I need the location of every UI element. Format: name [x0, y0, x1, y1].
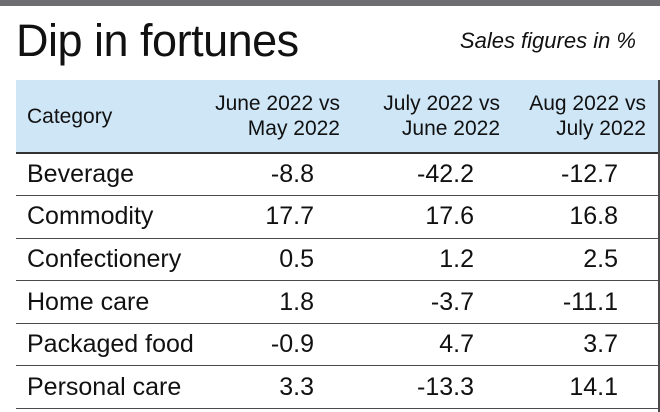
header-aug-line2: July 2022: [556, 117, 646, 140]
row-label: Commodity: [27, 202, 154, 231]
table-row-packaged-food: Packaged food -0.9 4.7 3.7: [16, 323, 660, 366]
table-row-personal-care: Personal care 3.3 -13.3 14.1: [16, 366, 660, 409]
header-category: Category: [27, 104, 113, 128]
cell-value: 2.5: [583, 244, 618, 273]
cell-value: -12.7: [561, 160, 618, 189]
cell-value: -8.8: [270, 160, 314, 189]
cell-value: -11.1: [562, 287, 618, 316]
cell-value: 4.7: [439, 330, 474, 359]
cell-value: 14.1: [569, 372, 618, 401]
cell-value: -0.9: [270, 330, 314, 359]
row-label: Beverage: [27, 160, 135, 189]
cell-value: 1.8: [279, 287, 314, 316]
table-row-confectionery: Confectionery 0.5 1.2 2.5: [16, 238, 660, 281]
header-july-vs-june: July 2022 vs June 2022: [354, 80, 514, 153]
header-july-line1: July 2022 vs: [383, 92, 500, 115]
table-right-border: [658, 80, 660, 412]
header-june-line2: May 2022: [247, 117, 340, 140]
row-label: Confectionery: [27, 244, 182, 273]
cell-value: 17.6: [425, 202, 474, 231]
cell-value: -3.7: [430, 287, 474, 316]
header-june-vs-may: June 2022 vs May 2022: [212, 80, 354, 153]
row-label: Personal care: [27, 372, 182, 401]
chart-title: Dip in fortunes: [16, 15, 299, 66]
header-aug-line1: Aug 2022 vs: [529, 92, 646, 115]
header-july-line2: June 2022: [401, 117, 500, 140]
chart-subtitle: Sales figures in %: [459, 28, 636, 53]
top-accent-bar: [0, 0, 660, 6]
cell-value: 3.7: [583, 330, 618, 359]
cell-value: -13.3: [417, 372, 474, 401]
table-header-row: Category June 2022 vs May 2022 July 2022…: [16, 80, 660, 153]
table-row-home-care: Home care 1.8 -3.7 -11.1: [16, 281, 660, 324]
row-label: Packaged food: [27, 330, 194, 359]
cell-value: 3.3: [279, 372, 314, 401]
header-june-line1: June 2022 vs: [215, 92, 340, 115]
cell-value: 0.5: [279, 244, 314, 273]
table-row-beverage: Beverage -8.8 -42.2 -12.7: [16, 153, 660, 196]
header-aug-vs-july: Aug 2022 vs July 2022: [514, 80, 660, 153]
sales-table: Category June 2022 vs May 2022 July 2022…: [16, 80, 660, 409]
row-label: Home care: [27, 287, 150, 316]
table-row-commodity: Commodity 17.7 17.6 16.8: [16, 196, 660, 239]
cell-value: 16.8: [569, 202, 618, 231]
cell-value: 17.7: [265, 202, 314, 231]
cell-value: 1.2: [439, 244, 474, 273]
cell-value: -42.2: [417, 160, 474, 189]
